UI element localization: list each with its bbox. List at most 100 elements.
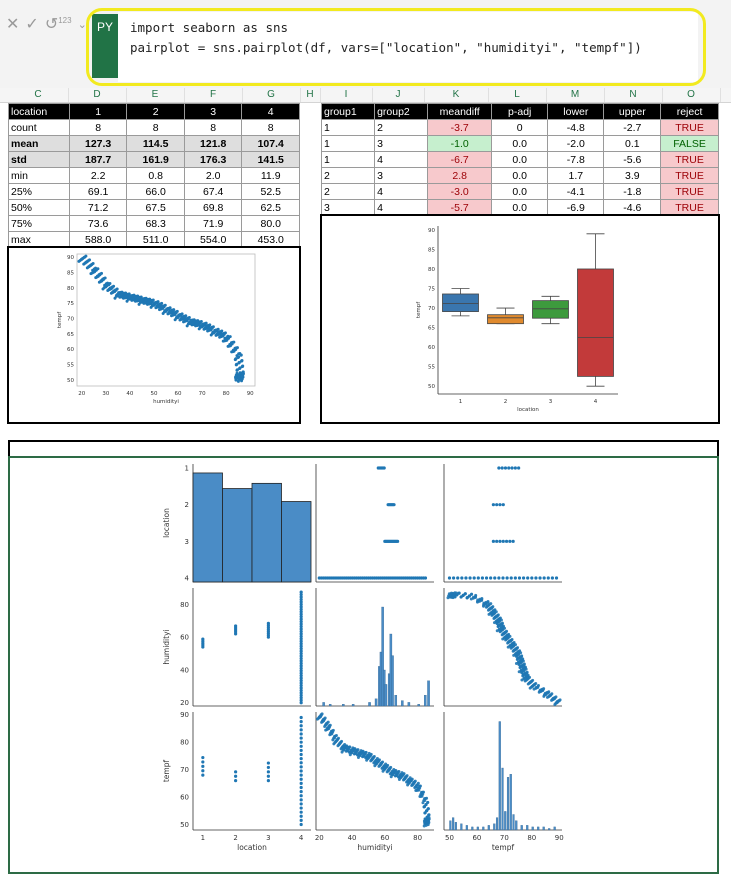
describe-cell[interactable]: 80.0 (241, 215, 300, 232)
describe-cell[interactable]: 66.0 (126, 183, 185, 200)
describe-row-label[interactable]: 75% (8, 215, 70, 232)
describe-cell[interactable]: 67.5 (126, 199, 185, 216)
tukey-cell[interactable]: -7.8 (547, 151, 605, 168)
describe-cell[interactable]: 8 (68, 119, 128, 136)
python-output-icon[interactable]: ↺123 (44, 16, 72, 33)
tukey-cell[interactable]: -3.7 (427, 119, 493, 136)
describe-cell[interactable]: 67.4 (183, 183, 243, 200)
column-header-L[interactable]: L (488, 88, 547, 102)
tukey-header-cell[interactable]: upper (603, 103, 662, 120)
describe-cell[interactable]: 2.0 (183, 167, 243, 184)
describe-header-cell[interactable]: 4 (241, 103, 300, 120)
describe-row-label[interactable]: min (8, 167, 70, 184)
tukey-cell[interactable]: 1.7 (547, 167, 605, 184)
describe-header-cell[interactable]: 2 (126, 103, 185, 120)
tukey-cell[interactable]: -2.0 (547, 135, 605, 152)
describe-row-label[interactable]: 50% (8, 199, 70, 216)
describe-row-label[interactable]: mean (8, 135, 70, 152)
column-header-J[interactable]: J (372, 88, 425, 102)
describe-cell[interactable]: 71.2 (68, 199, 128, 216)
describe-row-label[interactable]: std (8, 151, 70, 168)
tukey-cell[interactable]: -4.1 (547, 183, 605, 200)
describe-row-label[interactable]: 25% (8, 183, 70, 200)
describe-cell[interactable]: 73.6 (68, 215, 128, 232)
describe-header-cell[interactable]: location (8, 103, 70, 120)
describe-cell[interactable]: 161.9 (126, 151, 185, 168)
describe-cell[interactable]: 187.7 (68, 151, 128, 168)
python-code-editor[interactable]: import seaborn as sns pairplot = sns.pai… (118, 12, 698, 82)
column-header-K[interactable]: K (424, 88, 489, 102)
describe-header-cell[interactable]: 3 (183, 103, 243, 120)
reject-cell[interactable]: TRUE (660, 151, 719, 168)
tukey-cell[interactable]: 0.0 (491, 199, 549, 216)
tukey-cell[interactable]: 0.1 (603, 135, 662, 152)
tukey-cell[interactable]: -3.0 (427, 183, 493, 200)
tukey-cell[interactable]: 0 (491, 119, 549, 136)
tukey-cell[interactable]: -1.8 (603, 183, 662, 200)
describe-cell[interactable]: 114.5 (126, 135, 185, 152)
describe-cell[interactable]: 127.3 (68, 135, 128, 152)
tukey-cell[interactable]: -6.7 (427, 151, 493, 168)
describe-cell[interactable]: 8 (126, 119, 185, 136)
column-header-H[interactable]: H (300, 88, 321, 102)
describe-cell[interactable]: 453.0 (241, 231, 300, 248)
tukey-cell[interactable]: 3 (374, 167, 429, 184)
describe-cell[interactable]: 121.8 (183, 135, 243, 152)
describe-row-label[interactable]: count (8, 119, 70, 136)
tukey-cell[interactable]: 2.8 (427, 167, 493, 184)
describe-cell[interactable]: 69.1 (68, 183, 128, 200)
tukey-cell[interactable]: 1 (320, 135, 376, 152)
tukey-cell[interactable]: 0.0 (491, 183, 549, 200)
tukey-cell[interactable]: 2 (320, 167, 376, 184)
column-header-M[interactable]: M (546, 88, 605, 102)
tukey-cell[interactable]: 3 (374, 135, 429, 152)
reject-cell[interactable]: FALSE (660, 135, 719, 152)
tukey-cell[interactable]: -4.8 (547, 119, 605, 136)
tukey-cell[interactable]: -1.0 (427, 135, 493, 152)
cancel-icon[interactable]: ✕ (6, 16, 20, 33)
confirm-icon[interactable]: ✓ (25, 16, 39, 33)
describe-cell[interactable]: 2.2 (68, 167, 128, 184)
tukey-cell[interactable]: 0.0 (491, 167, 549, 184)
tukey-cell[interactable]: 2 (320, 183, 376, 200)
tukey-cell[interactable]: 3.9 (603, 167, 662, 184)
reject-cell[interactable]: TRUE (660, 199, 719, 216)
tukey-cell[interactable]: 1 (320, 151, 376, 168)
column-header-G[interactable]: G (242, 88, 301, 102)
describe-cell[interactable]: 71.9 (183, 215, 243, 232)
reject-cell[interactable]: TRUE (660, 167, 719, 184)
tukey-header-cell[interactable]: group2 (374, 103, 429, 120)
tukey-header-cell[interactable]: group1 (320, 103, 376, 120)
column-header-F[interactable]: F (184, 88, 243, 102)
reject-cell[interactable]: TRUE (660, 119, 719, 136)
describe-header-cell[interactable]: 1 (68, 103, 128, 120)
boxplot-panel[interactable]: 50 55 60 65 70 75 80 85 90 tempf location 1 2 3 4 (320, 214, 720, 424)
column-header-C[interactable]: C (8, 88, 69, 102)
describe-cell[interactable]: 62.5 (241, 199, 300, 216)
tukey-cell[interactable]: 4 (374, 151, 429, 168)
describe-cell[interactable]: 69.8 (183, 199, 243, 216)
describe-cell[interactable]: 52.5 (241, 183, 300, 200)
describe-cell[interactable]: 11.9 (241, 167, 300, 184)
tukey-cell[interactable]: -5.7 (427, 199, 493, 216)
describe-cell[interactable]: 107.4 (241, 135, 300, 152)
tukey-cell[interactable]: 0.0 (491, 151, 549, 168)
tukey-header-cell[interactable]: p-adj (491, 103, 549, 120)
chevron-down-icon[interactable]: ⌄ (77, 18, 87, 31)
column-header-O[interactable]: O (662, 88, 721, 102)
describe-cell[interactable]: 588.0 (68, 231, 128, 248)
describe-cell[interactable]: 8 (183, 119, 243, 136)
tukey-cell[interactable]: -2.7 (603, 119, 662, 136)
column-header-I[interactable]: I (320, 88, 373, 102)
describe-cell[interactable]: 0.8 (126, 167, 185, 184)
tukey-cell[interactable]: 0.0 (491, 135, 549, 152)
tukey-cell[interactable]: 1 (320, 119, 376, 136)
tukey-header-cell[interactable]: meandiff (427, 103, 493, 120)
column-header-N[interactable]: N (604, 88, 663, 102)
tukey-header-cell[interactable]: lower (547, 103, 605, 120)
column-header-D[interactable]: D (68, 88, 127, 102)
column-header-E[interactable]: E (126, 88, 185, 102)
tukey-header-cell[interactable]: reject (660, 103, 719, 120)
pairplot-panel[interactable]: 1 1 2 2 3 3 4 4 20 20 40 40 60 60 80 80 50 50 60 60 70 70 80 80… (8, 456, 719, 874)
tukey-cell[interactable]: 4 (374, 183, 429, 200)
